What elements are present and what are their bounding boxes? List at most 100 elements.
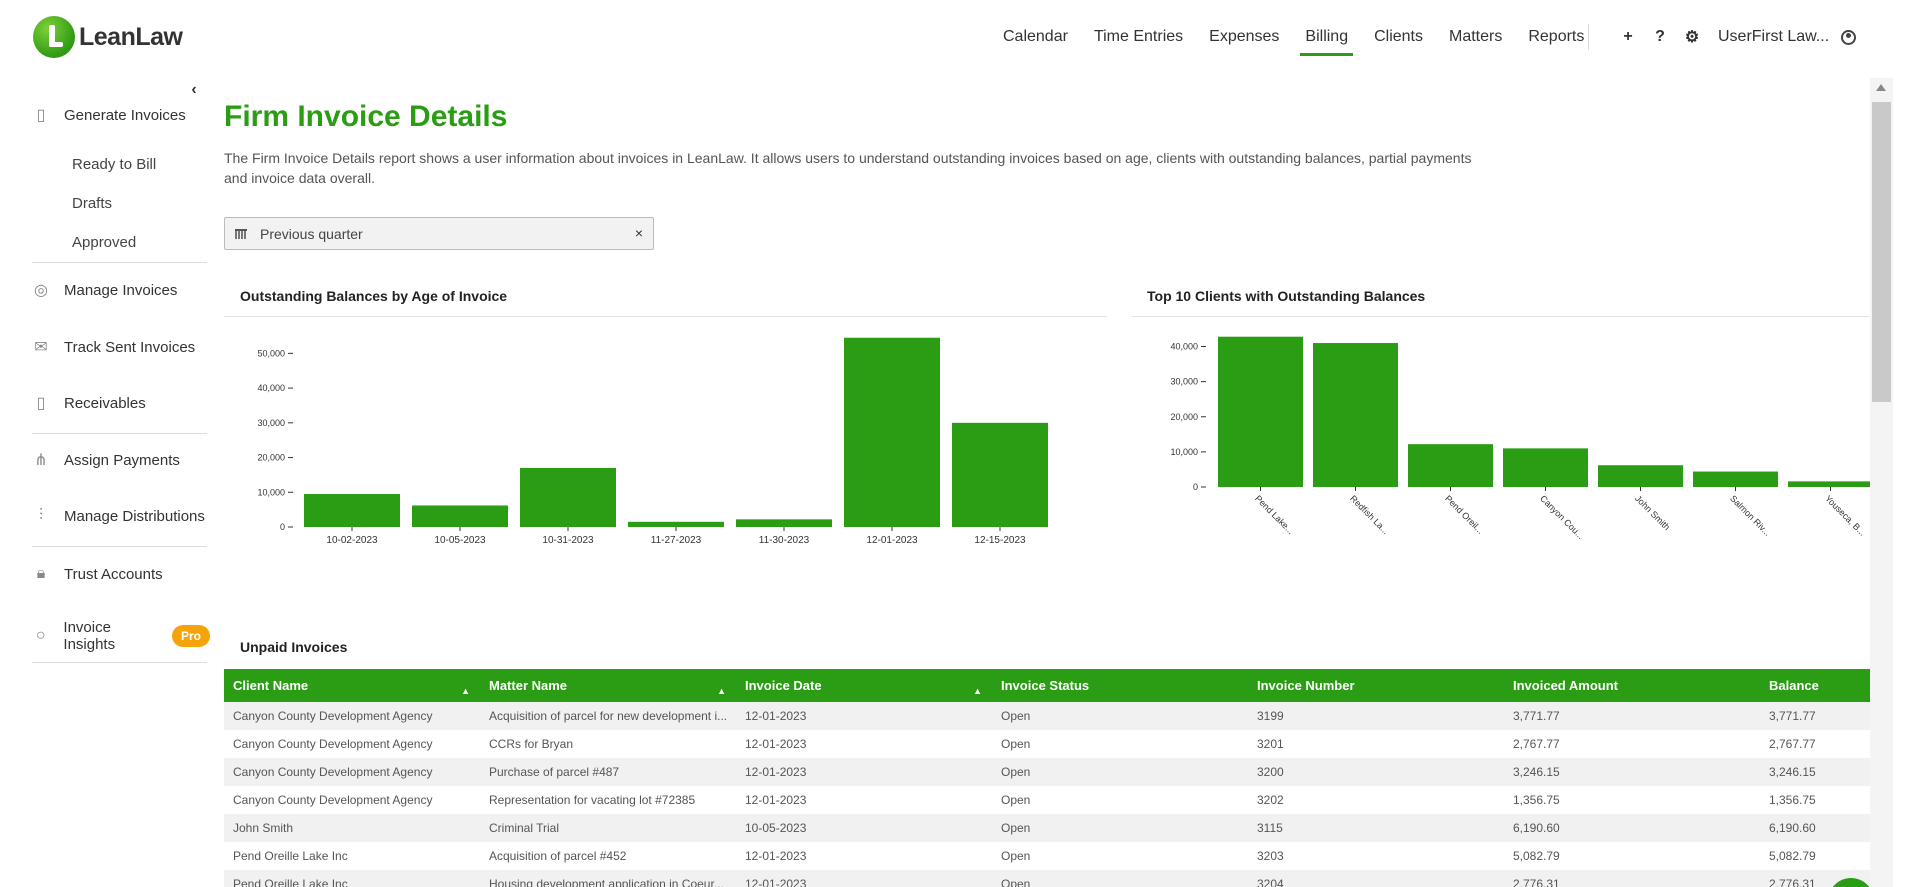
plus-icon[interactable]: + — [1623, 28, 1633, 45]
logo-text: LeanLaw — [79, 22, 183, 51]
pro-badge: Pro — [171, 625, 210, 647]
table-cell: 12-01-2023 — [745, 793, 807, 807]
x-tick-label: Canyon Cou... — [1538, 493, 1586, 541]
help-icon[interactable]: ? — [1655, 28, 1665, 45]
table-cell: 12-01-2023 — [745, 709, 807, 723]
sidebar-divider — [32, 262, 207, 263]
vertical-scrollbar[interactable] — [1870, 78, 1893, 887]
table-row[interactable]: Pend Oreille Lake Inc Acquisition of parc… — [224, 842, 1871, 870]
chart-bar — [1503, 448, 1588, 487]
nav-reports[interactable]: Reports — [1528, 28, 1585, 45]
table-cell: 3199 — [1257, 709, 1284, 723]
col-client-name[interactable]: Client Name ▲ — [224, 669, 480, 702]
nav-expenses[interactable]: Expenses — [1209, 28, 1280, 45]
table-cell: Canyon County Development Agency — [233, 793, 433, 807]
col-invoice-status[interactable]: Invoice Status — [1001, 678, 1090, 693]
y-tick-label: 10,000 — [257, 487, 285, 497]
table-header: Client Name ▲ Matter Name ▲ Invoice Date ▲ … — [224, 669, 1871, 702]
sidebar-item-invoice-insights[interactable]: ○ Invoice Insights Pro — [30, 619, 210, 653]
sidebar-item-manage-distributions[interactable]: ⫶ Manage Distributions — [30, 505, 205, 527]
lock-icon: 🔒︎ — [36, 565, 46, 582]
table-cell: 1,356.75 — [1769, 793, 1816, 807]
user-menu[interactable]: UserFirst Law... — [1718, 28, 1830, 45]
nav-billing[interactable]: Billing — [1292, 24, 1361, 56]
table-row[interactable]: Canyon County Development Agency Represen… — [224, 786, 1871, 814]
sidebar-item-drafts[interactable]: Drafts — [72, 195, 113, 212]
y-tick-label: 30,000 — [1170, 377, 1198, 387]
y-tick-label: 0 — [280, 522, 285, 532]
sort-asc-icon: ▲ — [461, 686, 470, 696]
table-cell: 3,771.77 — [1513, 709, 1560, 723]
col-invoice-date[interactable]: Invoice Date ▲ — [736, 669, 992, 702]
table-cell: Canyon County Development Agency — [233, 737, 433, 751]
chat-button[interactable] — [1828, 878, 1874, 887]
sidebar-item-assign-payments[interactable]: ⋔ Assign Payments — [30, 449, 180, 471]
sidebar-item-label: Receivables — [64, 394, 146, 412]
col-invoice-number[interactable]: Invoice Number — [1257, 678, 1355, 693]
table-cell: Open — [1001, 737, 1031, 751]
top-navigation-bar: LeanLaw Calendar Time Entries Expenses B… — [0, 0, 1920, 74]
x-tick-label: John Smith — [1633, 493, 1672, 532]
chart-bar — [1313, 343, 1398, 487]
chart-bar — [952, 422, 1048, 527]
table-row[interactable]: Pend Oreille Lake Inc Housing development… — [224, 870, 1871, 887]
chart-bar — [412, 505, 508, 527]
date-range-value: Previous quarter — [260, 225, 363, 242]
user-icon[interactable] — [1841, 29, 1857, 45]
col-label: Client Name — [233, 678, 309, 693]
lightbulb-icon: ○ — [35, 627, 46, 644]
sidebar-item-receivables[interactable]: ▯ Receivables — [30, 392, 146, 414]
table-cell: 12-01-2023 — [745, 849, 807, 863]
clear-icon[interactable]: × — [634, 225, 643, 241]
page-title: Firm Invoice Details — [224, 100, 508, 133]
y-tick-label: 50,000 — [257, 348, 285, 358]
sidebar-item-manage-invoices[interactable]: ◎ Manage Invoices — [30, 279, 177, 301]
date-range-filter[interactable]: Previous quarter × — [224, 217, 654, 250]
sidebar-item-label: Invoice Insights — [63, 619, 116, 653]
table-cell: 3,246.15 — [1769, 765, 1816, 779]
table-cell: Open — [1001, 877, 1031, 887]
col-invoiced-amount[interactable]: Invoiced Amount — [1513, 678, 1618, 693]
table-cell: 12-01-2023 — [745, 877, 807, 887]
chart-bar — [304, 494, 400, 527]
table-cell: 3,771.77 — [1769, 709, 1816, 723]
document-icon: ▯ — [36, 107, 46, 124]
table-row[interactable]: John Smith Criminal Trial 10-05-2023 Open 31… — [224, 814, 1871, 842]
x-tick-label: Pend Lake... — [1253, 493, 1296, 536]
chart-bar — [520, 467, 616, 527]
col-matter-name[interactable]: Matter Name ▲ — [480, 669, 736, 702]
nav-matters[interactable]: Matters — [1449, 28, 1503, 45]
scroll-thumb[interactable] — [1872, 102, 1891, 402]
nav-clients[interactable]: Clients — [1374, 28, 1423, 45]
table-cell: 2,767.77 — [1769, 737, 1816, 751]
main-nav: Calendar Time Entries Expenses Billing C… — [990, 24, 1597, 56]
col-balance[interactable]: Balance — [1769, 678, 1819, 693]
sidebar-item-trust-accounts[interactable]: 🔒︎ Trust Accounts — [30, 563, 163, 585]
table-cell: Canyon County Development Agency — [233, 709, 433, 723]
scroll-up-arrow-icon[interactable] — [1876, 84, 1886, 91]
sidebar-item-generate-invoices[interactable]: ▯ Generate Invoices — [30, 104, 186, 126]
sidebar-divider — [32, 546, 207, 547]
sidebar-divider — [32, 662, 207, 663]
table-row[interactable]: Canyon County Development Agency Acquisit… — [224, 702, 1871, 730]
y-tick-label: 0 — [1193, 482, 1198, 492]
table-cell: 5,082.79 — [1769, 849, 1816, 863]
nav-calendar[interactable]: Calendar — [1003, 28, 1068, 45]
sidebar-item-track-sent-invoices[interactable]: ✉ Track Sent Invoices — [30, 336, 195, 358]
table-cell: Open — [1001, 765, 1031, 779]
sidebar-item-label: Manage Distributions — [64, 507, 205, 525]
sidebar-item-approved[interactable]: Approved — [72, 234, 137, 251]
leanlaw-logo[interactable]: LeanLaw — [33, 16, 183, 58]
table-cell: Acquisition of parcel for new developmen… — [489, 709, 728, 723]
distribution-icon: ⫶ — [38, 507, 43, 524]
chart-bar — [1598, 465, 1683, 487]
table-row[interactable]: Canyon County Development Agency Purchase… — [224, 758, 1871, 786]
share-nodes-icon: ⋔ — [34, 452, 48, 469]
table-row[interactable]: Canyon County Development Agency CCRs for… — [224, 730, 1871, 758]
y-tick-label: 40,000 — [257, 383, 285, 393]
chevron-left-icon[interactable]: ‹ — [191, 81, 197, 98]
nav-time-entries[interactable]: Time Entries — [1093, 28, 1184, 45]
sidebar-item-ready-to-bill[interactable]: Ready to Bill — [72, 156, 157, 173]
table-cell: 2,767.77 — [1513, 737, 1560, 751]
gear-icon[interactable]: ⚙ — [1684, 29, 1700, 46]
